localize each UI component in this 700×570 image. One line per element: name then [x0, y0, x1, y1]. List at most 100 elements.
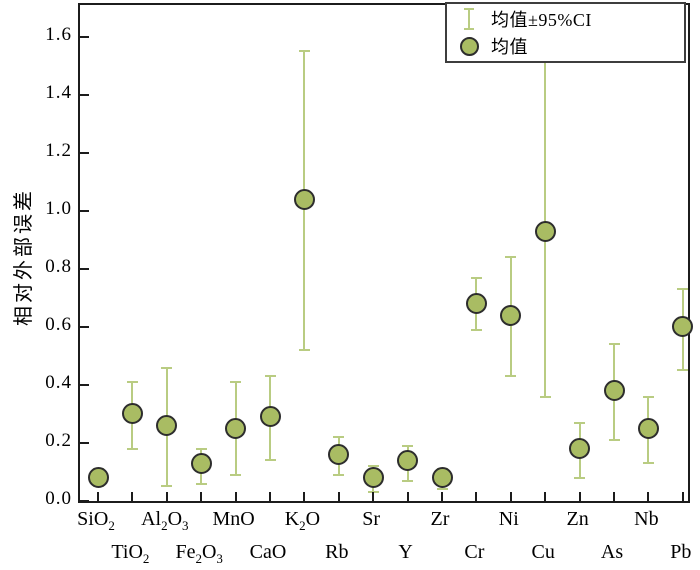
error-bar-cap-top: [505, 256, 517, 259]
x-axis-tick: [406, 492, 409, 501]
x-tick-label: K2O: [284, 508, 321, 533]
x-tick-label: TiO2: [111, 541, 150, 566]
x-axis-tick: [200, 492, 203, 501]
x-axis-tick: [544, 492, 547, 501]
x-tick-label: Fe2O3: [175, 541, 223, 566]
x-axis-tick: [337, 492, 340, 501]
y-axis-tick: [80, 93, 89, 96]
x-tick-label: CaO: [249, 541, 287, 563]
x-tick-label: Rb: [325, 541, 349, 563]
error-bar-cap-bottom: [195, 482, 207, 485]
x-tick-label: SiO2: [77, 508, 115, 533]
x-axis-tick: [303, 492, 306, 501]
x-axis-tick: [165, 492, 168, 501]
y-axis-tick: [80, 209, 89, 212]
x-tick-label: Cr: [464, 541, 485, 563]
x-axis-tick: [509, 492, 512, 501]
error-bar-icon: [447, 7, 491, 31]
y-tick-label: 1.6: [45, 23, 72, 45]
y-tick-label: 0.2: [45, 429, 72, 451]
error-bar-cap-bottom: [642, 462, 654, 465]
mean-marker: [259, 406, 281, 428]
mean-marker: [672, 316, 694, 338]
error-bar-cap-bottom: [230, 473, 242, 476]
error-bar-cap-top: [230, 381, 242, 384]
y-axis-tick: [80, 151, 89, 154]
error-bar-cap-top: [470, 276, 482, 279]
error-bar-cap-top: [298, 50, 310, 53]
y-axis-tick: [80, 500, 89, 502]
x-axis-tick: [647, 492, 650, 501]
x-axis-tick: [269, 492, 271, 501]
legend-entry-ci: 均值±95%CI: [447, 6, 684, 32]
error-bar-cap-bottom: [470, 328, 482, 331]
x-axis-tick: [613, 492, 615, 501]
y-axis-tick: [80, 383, 89, 386]
mean-marker: [87, 467, 109, 489]
error-bar-cap-bottom: [677, 369, 689, 372]
x-axis-tick: [681, 492, 684, 501]
error-bar-cap-top: [264, 375, 276, 378]
y-tick-label: 1.4: [45, 81, 72, 103]
circle-marker-icon: [447, 36, 491, 56]
mean-marker: [500, 304, 522, 326]
x-axis-tick: [131, 492, 134, 501]
mean-marker: [190, 452, 212, 474]
error-bar-cap-top: [195, 447, 207, 450]
error-bar-cap-top: [642, 395, 654, 398]
error-bar-cap-bottom: [333, 473, 345, 476]
y-axis-tick: [80, 267, 89, 270]
mean-marker: [328, 444, 350, 466]
x-axis-tick: [441, 492, 443, 501]
y-axis-tick: [80, 441, 89, 444]
legend-label-mean: 均值: [491, 37, 528, 58]
x-axis-tick: [475, 492, 478, 501]
x-tick-label: Pb: [670, 541, 692, 563]
x-tick-label: Zr: [430, 508, 450, 530]
error-bar-cap-top: [677, 288, 689, 291]
x-tick-label: MnO: [212, 508, 255, 530]
x-tick-label: As: [600, 541, 624, 563]
x-axis-tick: [578, 492, 581, 501]
error-bar-cap-bottom: [539, 395, 551, 398]
error-bar-cap-bottom: [126, 447, 138, 450]
x-tick-label: Sr: [362, 508, 381, 530]
error-bar-cap-top: [402, 444, 414, 447]
mean-marker: [156, 415, 178, 437]
error-bar-cap-bottom: [298, 349, 310, 352]
y-tick-label: 1.0: [45, 197, 72, 219]
error-bar-cap-top: [608, 343, 620, 346]
x-axis-tick: [234, 492, 237, 501]
legend-entry-mean: 均值: [447, 33, 684, 59]
error-bar-cap-top: [574, 421, 586, 424]
mean-marker: [534, 220, 556, 242]
legend-label-ci: 均值±95%CI: [491, 9, 592, 30]
y-tick-label: 0.4: [45, 371, 72, 393]
error-bar-cap-bottom: [264, 459, 276, 462]
y-axis-tick: [80, 35, 89, 38]
mean-marker: [637, 417, 659, 439]
x-axis-tick: [97, 492, 99, 501]
y-tick-label: 0.6: [45, 313, 72, 335]
y-axis-title: 相对外部误差: [13, 188, 35, 326]
mean-marker: [603, 380, 625, 402]
x-axis-tick: [372, 492, 375, 501]
mean-marker: [121, 403, 143, 425]
x-tick-label: Y: [398, 541, 413, 563]
y-axis-tick: [80, 325, 89, 328]
mean-marker: [225, 417, 247, 439]
x-tick-label: Nb: [634, 508, 659, 530]
error-bar-cap-bottom: [402, 479, 414, 482]
error-bar-cap-top: [126, 381, 138, 384]
error-bar-cap-bottom: [161, 485, 173, 488]
legend: 均值±95%CI 均值: [445, 2, 686, 63]
mean-marker: [362, 467, 384, 489]
x-tick-label: Zn: [566, 508, 589, 530]
mean-marker: [569, 438, 591, 460]
x-tick-label: Ni: [498, 508, 519, 530]
mean-marker: [397, 449, 419, 471]
plot-area: [78, 3, 694, 503]
x-tick-label: Al2O3: [141, 508, 189, 533]
mean-marker: [293, 188, 315, 210]
error-bar-cap-bottom: [608, 439, 620, 442]
